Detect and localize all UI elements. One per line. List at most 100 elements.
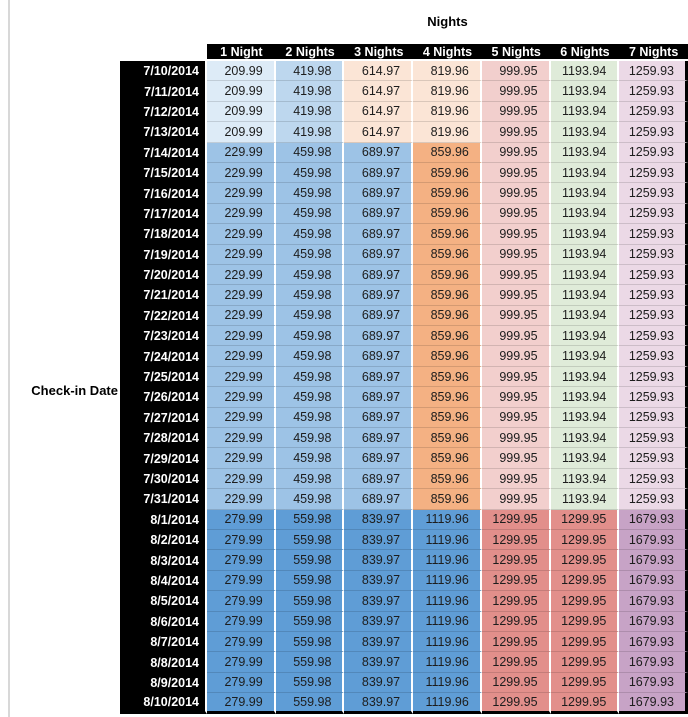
row-header-date[interactable]: 7/24/2014 (120, 346, 207, 367)
rate-cell[interactable]: 1259.93 (619, 203, 688, 225)
rate-cell[interactable]: 279.99 (207, 550, 276, 571)
rate-cell[interactable]: 1299.95 (550, 550, 620, 571)
rate-cell[interactable]: 859.96 (413, 366, 482, 388)
rate-cell[interactable]: 1679.93 (619, 652, 688, 673)
rate-cell[interactable]: 859.96 (413, 346, 482, 367)
rate-cell[interactable]: 1299.95 (481, 631, 551, 653)
rate-cell[interactable]: 999.95 (481, 468, 551, 490)
rate-cell[interactable]: 1299.95 (481, 550, 551, 571)
rate-cell[interactable]: 1679.93 (619, 693, 688, 714)
rate-cell[interactable]: 229.99 (207, 489, 276, 510)
rate-cell[interactable]: 689.97 (344, 366, 414, 388)
rate-cell[interactable]: 859.96 (413, 428, 482, 449)
column-header[interactable]: 3 Nights (344, 44, 414, 61)
row-header-date[interactable]: 7/10/2014 (120, 61, 207, 82)
row-header-date[interactable]: 7/28/2014 (120, 428, 207, 449)
rate-cell[interactable]: 1193.94 (550, 366, 620, 388)
rate-cell[interactable]: 459.98 (275, 264, 345, 286)
rate-cell[interactable]: 839.97 (344, 509, 414, 530)
rate-cell[interactable]: 999.95 (481, 285, 551, 306)
rate-cell[interactable]: 1259.93 (619, 285, 688, 306)
rate-cell[interactable]: 1259.93 (619, 448, 688, 469)
rate-cell[interactable]: 559.98 (275, 693, 345, 714)
rate-cell[interactable]: 999.95 (481, 366, 551, 388)
rate-cell[interactable]: 689.97 (344, 162, 414, 184)
rate-cell[interactable]: 459.98 (275, 142, 345, 163)
rate-cell[interactable]: 689.97 (344, 224, 414, 245)
rate-cell[interactable]: 1299.95 (481, 693, 551, 714)
column-header[interactable]: 7 Nights (619, 44, 688, 61)
rate-cell[interactable]: 1259.93 (619, 142, 688, 163)
rate-cell[interactable]: 229.99 (207, 162, 276, 184)
rate-cell[interactable]: 1259.93 (619, 183, 688, 204)
rate-cell[interactable]: 859.96 (413, 489, 482, 510)
rate-cell[interactable]: 459.98 (275, 285, 345, 306)
rate-cell[interactable]: 839.97 (344, 693, 414, 714)
rate-cell[interactable]: 999.95 (481, 387, 551, 408)
rate-cell[interactable]: 1193.94 (550, 387, 620, 408)
rate-cell[interactable]: 1259.93 (619, 428, 688, 449)
rate-cell[interactable]: 229.99 (207, 407, 276, 429)
rate-cell[interactable]: 689.97 (344, 489, 414, 510)
rate-cell[interactable]: 689.97 (344, 468, 414, 490)
rate-cell[interactable]: 689.97 (344, 244, 414, 265)
rate-cell[interactable]: 614.97 (344, 81, 414, 102)
column-header[interactable]: 5 Nights (481, 44, 551, 61)
rate-cell[interactable]: 999.95 (481, 183, 551, 204)
rate-cell[interactable]: 1679.93 (619, 672, 688, 694)
rate-cell[interactable]: 859.96 (413, 448, 482, 469)
row-header-date[interactable]: 7/16/2014 (120, 183, 207, 204)
rate-cell[interactable]: 229.99 (207, 264, 276, 286)
rate-cell[interactable]: 1119.96 (413, 509, 482, 530)
rate-cell[interactable]: 229.99 (207, 346, 276, 367)
rate-cell[interactable]: 229.99 (207, 183, 276, 204)
rate-cell[interactable]: 459.98 (275, 468, 345, 490)
row-header-date[interactable]: 7/19/2014 (120, 244, 207, 265)
column-header[interactable]: 6 Nights (550, 44, 620, 61)
rate-cell[interactable]: 229.99 (207, 387, 276, 408)
rate-cell[interactable]: 229.99 (207, 224, 276, 245)
rate-cell[interactable]: 1193.94 (550, 448, 620, 469)
rate-cell[interactable]: 1299.95 (481, 652, 551, 673)
rate-cell[interactable]: 839.97 (344, 672, 414, 694)
rate-cell[interactable]: 1259.93 (619, 264, 688, 286)
rate-cell[interactable]: 819.96 (413, 122, 482, 143)
rate-cell[interactable]: 1679.93 (619, 611, 688, 632)
rate-cell[interactable]: 209.99 (207, 61, 276, 82)
rate-cell[interactable]: 859.96 (413, 305, 482, 327)
rate-cell[interactable]: 689.97 (344, 326, 414, 347)
rate-cell[interactable]: 559.98 (275, 652, 345, 673)
rate-cell[interactable]: 459.98 (275, 428, 345, 449)
rate-cell[interactable]: 459.98 (275, 326, 345, 347)
rate-cell[interactable]: 1193.94 (550, 81, 620, 102)
rate-cell[interactable]: 859.96 (413, 326, 482, 347)
rate-cell[interactable]: 689.97 (344, 346, 414, 367)
rate-cell[interactable]: 419.98 (275, 81, 345, 102)
rate-cell[interactable]: 859.96 (413, 162, 482, 184)
row-header-date[interactable]: 8/1/2014 (120, 509, 207, 530)
rate-cell[interactable]: 859.96 (413, 142, 482, 163)
rate-cell[interactable]: 1259.93 (619, 244, 688, 265)
rate-cell[interactable]: 229.99 (207, 244, 276, 265)
column-header[interactable]: 2 Nights (275, 44, 345, 61)
rate-cell[interactable]: 1299.95 (481, 672, 551, 694)
rate-cell[interactable]: 1259.93 (619, 366, 688, 388)
rate-cell[interactable]: 689.97 (344, 387, 414, 408)
row-header-date[interactable]: 7/15/2014 (120, 162, 207, 184)
rate-cell[interactable]: 839.97 (344, 529, 414, 551)
row-header-date[interactable]: 7/23/2014 (120, 326, 207, 347)
rate-cell[interactable]: 559.98 (275, 611, 345, 632)
rate-cell[interactable]: 1119.96 (413, 570, 482, 592)
rate-cell[interactable]: 839.97 (344, 631, 414, 653)
rate-cell[interactable]: 839.97 (344, 591, 414, 612)
rate-cell[interactable]: 999.95 (481, 142, 551, 163)
rate-cell[interactable]: 1679.93 (619, 550, 688, 571)
rate-cell[interactable]: 999.95 (481, 203, 551, 225)
rate-cell[interactable]: 209.99 (207, 122, 276, 143)
row-header-date[interactable]: 7/30/2014 (120, 468, 207, 490)
rate-cell[interactable]: 1119.96 (413, 529, 482, 551)
row-header-date[interactable]: 7/25/2014 (120, 366, 207, 388)
rate-cell[interactable]: 1299.95 (550, 591, 620, 612)
rate-cell[interactable]: 229.99 (207, 305, 276, 327)
rate-cell[interactable]: 1259.93 (619, 162, 688, 184)
